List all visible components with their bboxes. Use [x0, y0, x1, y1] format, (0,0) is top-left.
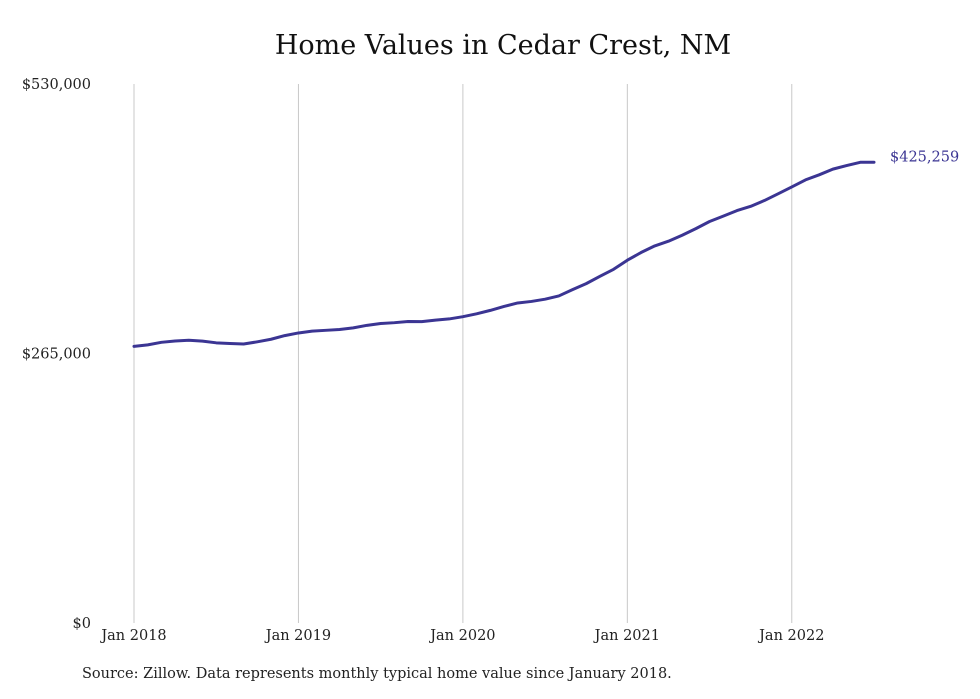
x-tick-label: Jan 2019 — [264, 628, 331, 644]
x-axis-ticks: Jan 2018 Jan 2019 Jan 2020 Jan 2021 Jan 2022 — [99, 628, 824, 644]
x-tick-label: Jan 2022 — [757, 628, 824, 644]
chart-title: Home Values in Cedar Crest, NM — [274, 30, 732, 61]
data-labels: $425,259 — [890, 149, 959, 165]
x-tick-label: Jan 2020 — [428, 628, 495, 644]
y-tick-label: $265,000 — [22, 347, 91, 363]
x-tick-label: Jan 2021 — [593, 628, 660, 644]
series-layer — [132, 160, 876, 348]
y-tick-label: $530,000 — [22, 77, 91, 93]
y-tick-label: $0 — [73, 616, 91, 632]
y-axis-ticks: $0 $265,000 $530,000 — [22, 77, 91, 632]
source-note: Source: Zillow. Data represents monthly … — [82, 666, 672, 682]
series-line — [132, 160, 876, 348]
end-value-label: $425,259 — [890, 149, 959, 165]
x-tick-label: Jan 2018 — [99, 628, 166, 644]
gridlines — [133, 84, 793, 623]
